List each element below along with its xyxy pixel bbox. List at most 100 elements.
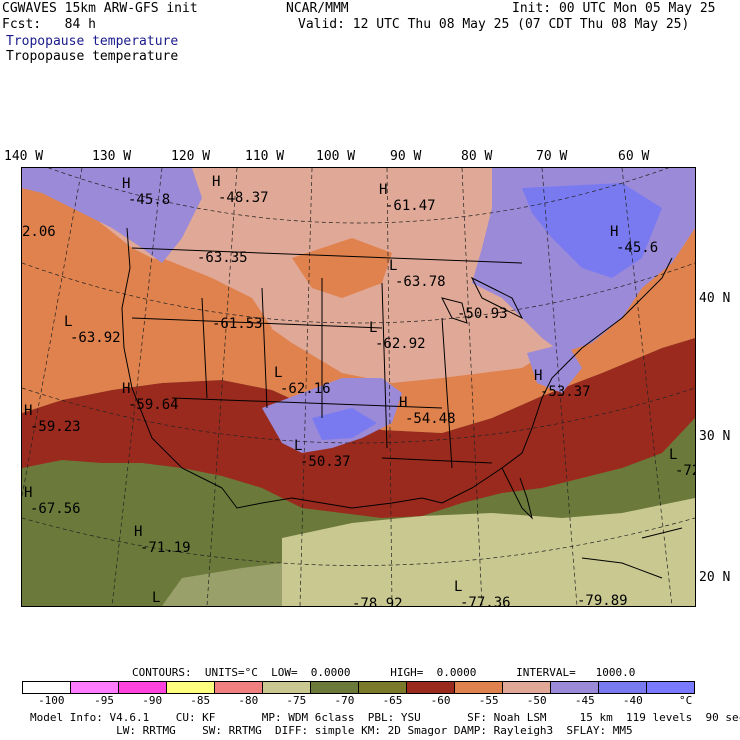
legend-tick-label: -65 xyxy=(382,694,403,707)
band-khaki xyxy=(282,498,695,606)
band-blue-sc xyxy=(312,408,377,440)
legend-tick-label: -100 xyxy=(38,694,65,707)
legend-tick-label: -60 xyxy=(430,694,451,707)
contours-info: CONTOURS: UNITS=°C LOW= 0.0000 HIGH= 0.0… xyxy=(132,666,636,679)
model-info-line2: LW: RRTMG SW: RRTMG DIFF: simple KM: 2D … xyxy=(30,724,633,737)
band-purple-nw xyxy=(22,168,202,263)
lon-label: 110 W xyxy=(245,149,285,164)
legend-tick-label: -90 xyxy=(142,694,163,707)
init-time: Init: 00 UTC Mon 05 May 25 xyxy=(512,1,716,16)
low-marker: L xyxy=(454,579,462,595)
legend-swatch xyxy=(119,682,167,693)
extremum-value: -79.89 xyxy=(577,593,628,606)
legend-swatch xyxy=(311,682,359,693)
extremum-value: -63.78 xyxy=(395,274,446,290)
legend-swatch xyxy=(23,682,71,693)
lat-label: 40 N xyxy=(699,291,731,306)
graticule xyxy=(22,168,695,606)
band-orange-plains xyxy=(292,238,392,298)
high-marker: H xyxy=(134,524,142,540)
field-label-primary: Tropopause temperature xyxy=(6,34,179,49)
low-marker: L xyxy=(294,438,302,454)
legend-tick-label: -80 xyxy=(238,694,259,707)
legend-swatch xyxy=(455,682,503,693)
legend-swatch xyxy=(71,682,119,693)
extremum-value: -53.37 xyxy=(540,384,591,400)
legend-swatch xyxy=(599,682,647,693)
low-marker: L xyxy=(369,320,377,336)
legend-swatch xyxy=(503,682,551,693)
tropopause-temperature-map: H -45.8 H -48.37 H -61.47 2.06 -63.35 L -63.78 H -4… xyxy=(21,167,696,607)
legend-tick-label: -75 xyxy=(286,694,307,707)
extremum-value: -59.64 xyxy=(128,397,179,413)
extremum-value: -45.8 xyxy=(128,192,170,208)
legend-tick-label: -85 xyxy=(190,694,211,707)
band-blue-ne xyxy=(522,183,662,278)
high-marker: H xyxy=(122,381,130,397)
low-marker: L xyxy=(669,447,677,463)
legend-swatch xyxy=(215,682,263,693)
low-marker: L xyxy=(152,590,160,606)
legend-tick-label: -50 xyxy=(526,694,547,707)
band-purple-coast xyxy=(527,343,582,393)
color-legend xyxy=(22,681,695,694)
band-olive-light xyxy=(162,563,282,606)
legend-swatch xyxy=(359,682,407,693)
low-marker: L xyxy=(64,314,72,330)
legend-tick-label: -55 xyxy=(478,694,499,707)
extremum-value: -50.93 xyxy=(457,306,508,322)
legend-tick-label: °C xyxy=(679,694,693,707)
high-marker: H xyxy=(610,224,618,240)
valid-time: Valid: 12 UTC Thu 08 May 25 (07 CDT Thu … xyxy=(298,17,690,32)
high-marker: H xyxy=(24,403,32,419)
extremum-value: -78.92 xyxy=(352,596,403,606)
extremum-value: -62.16 xyxy=(280,381,331,397)
extremum-value: 2.06 xyxy=(22,224,56,240)
model-info-line1: Model Info: V4.6.1 CU: KF MP: WDM 6class… xyxy=(30,711,740,724)
legend-tick-label: -95 xyxy=(94,694,115,707)
extremum-value: -54.48 xyxy=(405,411,456,427)
lon-label: 60 W xyxy=(618,149,650,164)
map-svg: H-45.8H-48.37 H-61.472.06-63.35 L-63.78H-4… xyxy=(22,168,695,606)
lat-label: 20 N xyxy=(699,570,731,585)
extremum-value: -62.92 xyxy=(375,336,426,352)
extremum-value: -67.56 xyxy=(30,501,81,517)
high-marker: H xyxy=(212,174,220,190)
annotations: H-45.8H-48.37 H-61.472.06-63.35 L-63.78H-4… xyxy=(22,174,695,606)
forecast-hour: Fcst: 84 h xyxy=(2,17,96,32)
low-marker: L xyxy=(274,365,282,381)
band-orange-west xyxy=(112,258,272,348)
extremum-value: -71.19 xyxy=(140,540,191,556)
legend-swatch xyxy=(167,682,215,693)
legend-swatch xyxy=(407,682,455,693)
extremum-value: -59.23 xyxy=(30,419,81,435)
organization: NCAR/MMM xyxy=(286,1,349,16)
extremum-value: -63.92 xyxy=(70,330,121,346)
model-title: CGWAVES 15km ARW-GFS init xyxy=(2,1,198,16)
legend-tick-label: -40 xyxy=(622,694,643,707)
extremum-value: -61.53 xyxy=(212,316,263,332)
extremum-value: -72 xyxy=(675,463,695,479)
lon-label: 80 W xyxy=(461,149,493,164)
extremum-value: -50.37 xyxy=(300,454,351,470)
legend-tick-label: -45 xyxy=(574,694,595,707)
field-label-secondary: Tropopause temperature xyxy=(6,49,179,64)
low-marker: L xyxy=(389,258,397,274)
legend-swatch xyxy=(551,682,599,693)
extremum-value: -61.47 xyxy=(385,198,436,214)
lon-label: 130 W xyxy=(92,149,132,164)
high-marker: H xyxy=(24,485,32,501)
extremum-value: -48.37 xyxy=(218,190,269,206)
lon-label: 120 W xyxy=(171,149,211,164)
high-marker: H xyxy=(399,395,407,411)
lon-label: 140 W xyxy=(4,149,44,164)
extremum-value: -45.6 xyxy=(616,240,658,256)
high-marker: H xyxy=(122,176,130,192)
lon-label: 70 W xyxy=(536,149,568,164)
legend-tick-label: -70 xyxy=(334,694,355,707)
lat-label: 30 N xyxy=(699,429,731,444)
legend-swatch xyxy=(647,682,694,693)
lon-label: 100 W xyxy=(316,149,356,164)
extremum-value: -63.35 xyxy=(197,250,248,266)
extremum-value: -77.36 xyxy=(460,595,511,606)
